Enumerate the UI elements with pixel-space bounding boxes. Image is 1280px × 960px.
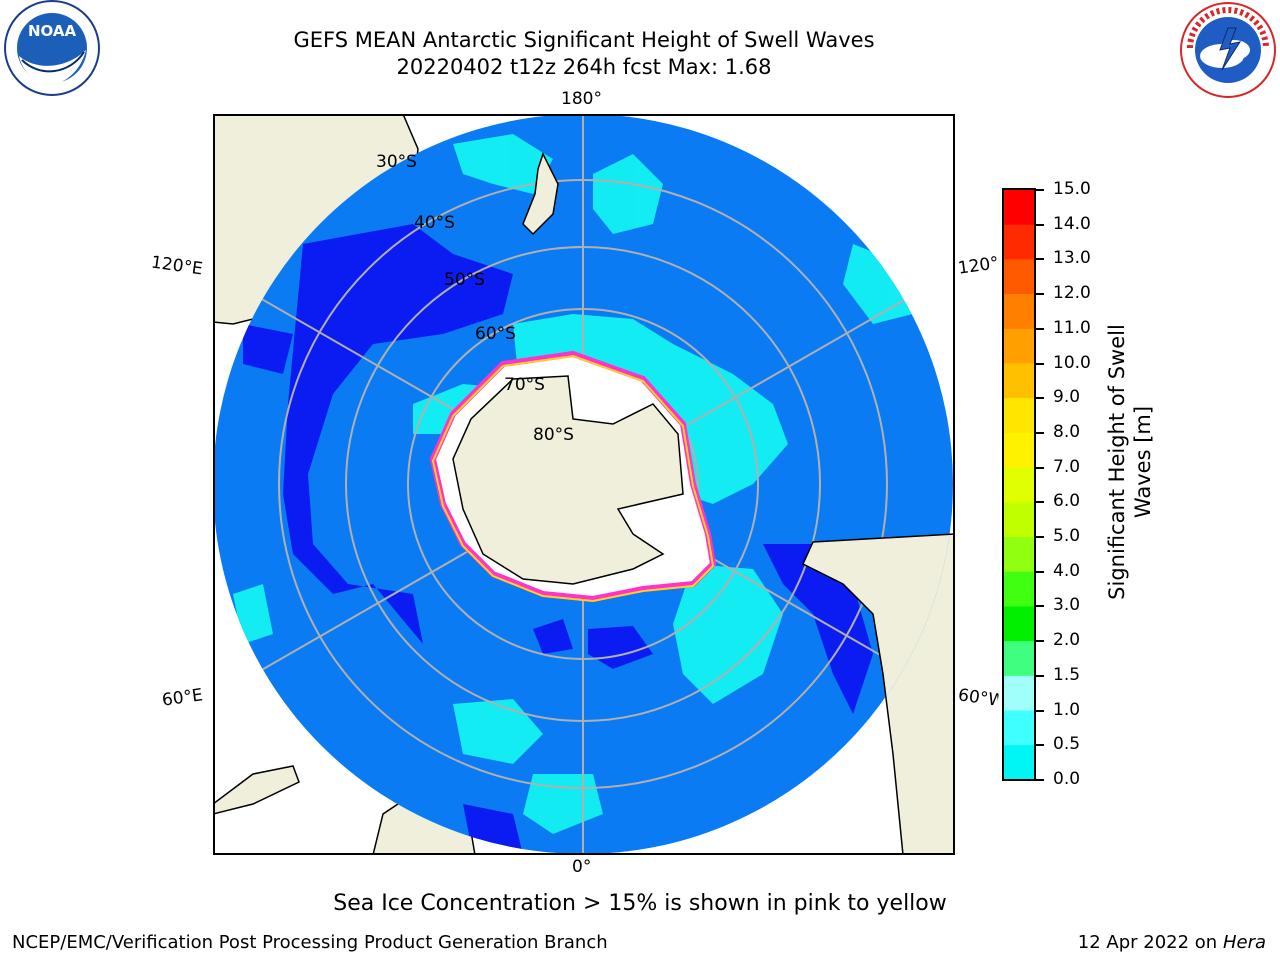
lat-label-60s: 60°S (475, 324, 516, 344)
map-frame (213, 114, 955, 855)
colorbar-band (1004, 432, 1034, 469)
colorbar-band (1004, 606, 1034, 642)
colorbar-tick (1036, 431, 1044, 434)
colorbar-tick-label: 1.5 (1053, 664, 1081, 685)
lon-label-60e: 60°E (160, 685, 205, 711)
footer-credit: NCEP/EMC/Verification Post Processing Pr… (12, 932, 608, 953)
colorbar-tick (1036, 223, 1044, 226)
colorbar-tick-label: 3.0 (1053, 595, 1081, 616)
colorbar-tick-label: 14.0 (1053, 213, 1091, 234)
sea-ice-note: Sea Ice Concentration > 15% is shown in … (333, 891, 947, 916)
footer-date: 12 Apr 2022 on Hera (1078, 932, 1266, 953)
lat-label-50s: 50°S (444, 270, 485, 290)
colorbar-band (1004, 675, 1034, 712)
colorbar-band (1004, 259, 1034, 295)
colorbar-tick-label: 12.0 (1053, 283, 1091, 304)
colorbar-tick (1036, 501, 1044, 504)
chart-title: GEFS MEAN Antarctic Significant Height o… (293, 28, 875, 52)
colorbar-tick (1036, 640, 1044, 643)
colorbar-tick-label: 7.0 (1053, 456, 1081, 477)
colorbar-tick-label: 10.0 (1053, 352, 1091, 373)
colorbar-tick (1036, 362, 1044, 365)
colorbar-tick-label: 9.0 (1053, 387, 1081, 408)
colorbar-band (1004, 190, 1034, 226)
colorbar-tick (1036, 258, 1044, 261)
colorbar-band (1004, 224, 1034, 260)
lat-label-40s: 40°S (414, 213, 455, 233)
colorbar-band (1004, 398, 1034, 434)
colorbar-tick (1036, 709, 1044, 712)
lat-label-70s: 70°S (504, 375, 545, 395)
chart-subtitle: 20220402 t12z 264h fcst Max: 1.68 (396, 55, 772, 79)
noaa-logo-text: NOAA (28, 22, 77, 40)
colorbar-title-line1: Significant Height of Swell (1105, 324, 1129, 600)
colorbar-band (1004, 363, 1034, 399)
colorbar-band (1004, 571, 1034, 607)
colorbar-band (1004, 537, 1034, 573)
colorbar-tick-label: 13.0 (1053, 248, 1091, 269)
antarctica (429, 350, 717, 603)
colorbar-tick-label: 0.5 (1053, 734, 1081, 755)
colorbar (1002, 188, 1036, 781)
colorbar-tick (1036, 189, 1044, 191)
colorbar-tick (1036, 397, 1044, 400)
lat-label-30s: 30°S (376, 152, 417, 172)
colorbar-band (1004, 294, 1034, 330)
colorbar-tick (1036, 779, 1044, 781)
colorbar-band (1004, 502, 1034, 538)
colorbar-band (1004, 467, 1034, 503)
polar-map (213, 114, 955, 855)
noaa-logo: NOAA (4, 0, 100, 96)
colorbar-tick-label: 11.0 (1053, 317, 1091, 338)
lon-label-0: 0° (572, 857, 592, 877)
colorbar-band (1004, 641, 1034, 677)
colorbar-tick (1036, 536, 1044, 539)
colorbar-tick (1036, 327, 1044, 330)
colorbar-band (1004, 710, 1034, 746)
lon-label-60w: 60°W (956, 685, 1000, 711)
colorbar-tick-label: 4.0 (1053, 560, 1081, 581)
lon-label-120e: 120°E (149, 252, 204, 280)
colorbar-tick-label: 1.0 (1053, 699, 1081, 720)
colorbar-tick-label: 6.0 (1053, 491, 1081, 512)
colorbar-tick-label: 0.0 (1053, 769, 1081, 789)
lon-label-180: 180° (561, 89, 602, 109)
footer-date-text: 12 Apr 2022 on (1077, 932, 1223, 953)
colorbar-tick (1036, 674, 1044, 677)
colorbar-tick-label: 8.0 (1053, 421, 1081, 442)
colorbar-title-line2: Waves [m] (1131, 405, 1155, 519)
colorbar-tick-label: 2.0 (1053, 630, 1081, 651)
colorbar-tick (1036, 466, 1044, 469)
colorbar-band (1004, 328, 1034, 365)
colorbar-title: Significant Height of Swell Waves [m] (1104, 312, 1156, 612)
lon-label-120w: 120°W (956, 253, 1000, 279)
nws-logo (1180, 2, 1276, 98)
new-zealand-land (522, 152, 559, 236)
lat-label-80s: 80°S (533, 425, 574, 445)
colorbar-tick (1036, 570, 1044, 573)
colorbar-band (1004, 745, 1034, 781)
colorbar-tick (1036, 744, 1044, 747)
colorbar-tick (1036, 605, 1044, 608)
colorbar-tick-label: 15.0 (1053, 179, 1091, 199)
colorbar-tick (1036, 293, 1044, 296)
footer-machine: Hera (1222, 932, 1266, 953)
colorbar-tick-label: 5.0 (1053, 526, 1081, 547)
